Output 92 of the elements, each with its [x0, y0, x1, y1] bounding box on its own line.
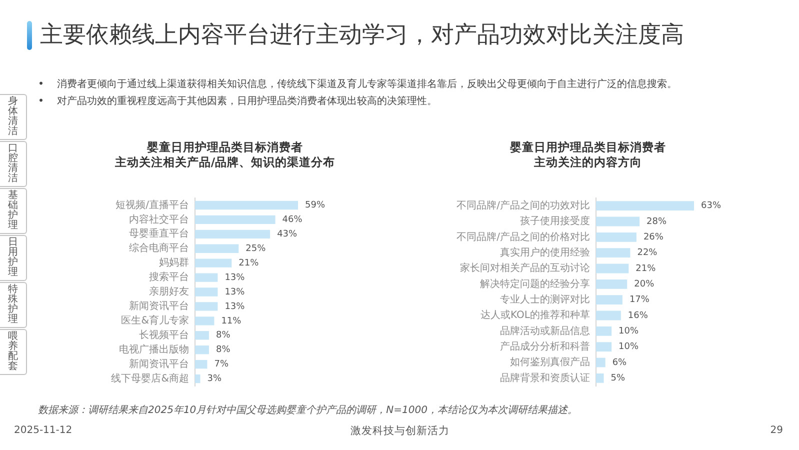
bar — [596, 279, 628, 289]
bar — [195, 288, 218, 296]
text: 激发科技与创新活力 — [350, 424, 450, 438]
bar — [596, 310, 621, 320]
y-tick-label: 真实用户的使用经验 — [500, 246, 590, 258]
y-tick-label: 妈妈群 — [159, 256, 189, 269]
bar — [195, 331, 209, 340]
data-label: 7% — [214, 360, 229, 370]
data-label: 16% — [628, 310, 648, 321]
data-label: 21% — [636, 264, 656, 274]
data-label: 5% — [610, 374, 626, 384]
y-tick-label: 新闻资讯平台 — [129, 300, 189, 312]
text: 基础护理 — [8, 190, 18, 231]
bar — [596, 216, 640, 226]
source-note: 数据来源：调研结果来自2025年10月针对中国父母选购婴童个护产品的调研，N=1000，本结论仅为本次调研结果描述。 — [38, 404, 578, 417]
text: 特殊护理 — [8, 284, 18, 325]
y-tick-label: 不同品牌/产品之间的功效对比 — [456, 199, 590, 212]
data-label: 59% — [305, 200, 326, 211]
data-label: 8% — [216, 345, 231, 356]
y-tick-label: 品牌背景和资质认证 — [500, 372, 590, 384]
bar — [596, 201, 694, 211]
text: 口腔清洁 — [8, 143, 18, 184]
data-label: 28% — [646, 216, 668, 227]
bar — [596, 358, 606, 368]
data-label: 46% — [282, 215, 303, 226]
data-label: 11% — [221, 316, 242, 326]
data-label: 25% — [246, 244, 266, 254]
data-label: 13% — [224, 287, 246, 298]
y-tick-label: 不同品牌/产品之间的价格对比 — [456, 230, 590, 243]
text: 2025-11-12 — [14, 425, 72, 436]
chart-title: 婴童日用护理品类目标消费者 — [146, 140, 304, 155]
y-tick-label: 长视频平台 — [139, 328, 189, 341]
data-label: 8% — [216, 330, 231, 341]
y-tick-label: 搜索平台 — [149, 271, 189, 284]
y-tick-label: 品牌活动或新品信息 — [500, 324, 590, 337]
data-label: 13% — [224, 302, 246, 312]
data-label: 13% — [224, 272, 246, 283]
y-tick-label: 如何鉴别真假产品 — [510, 356, 590, 368]
text: • 消费者更倾向于通过线上渠道获得相关知识信息，传统线下渠道及育儿专家等渠道排名靠后，反映出父母更倾向于自主进行广泛的信息搜索。 — [38, 78, 677, 92]
y-tick-label: 电视广播出版物 — [119, 343, 189, 356]
text: 身体清洁 — [8, 96, 18, 137]
data-label: 6% — [612, 358, 628, 368]
bar — [195, 200, 298, 210]
y-tick-label: 线下母婴店&商超 — [111, 372, 189, 384]
bar — [195, 360, 208, 369]
y-tick-label: 解决特定问题的经验分享 — [480, 278, 590, 290]
bar — [195, 273, 218, 282]
y-tick-label: 内容社交平台 — [129, 213, 189, 226]
bar — [195, 346, 209, 354]
text: • 对产品功效的重视程度远高于其他因素，日用护理品类消费者体现出较高的决策理性。 — [38, 95, 437, 109]
text: 主要依赖线上内容平台进行主动学习，对产品功效对比关注度高 — [40, 21, 684, 50]
bar — [195, 316, 214, 326]
data-label: 3% — [207, 374, 222, 384]
data-label: 20% — [634, 280, 655, 290]
y-tick-label: 医生&育儿专家 — [121, 314, 189, 327]
bar — [195, 244, 239, 253]
bar — [195, 302, 218, 311]
data-label: 26% — [643, 232, 664, 243]
text: 29 — [770, 425, 783, 436]
bar — [195, 215, 276, 224]
data-label: 21% — [238, 258, 260, 268]
y-tick-label: 短视频/直播平台 — [116, 198, 189, 211]
bar — [596, 295, 622, 305]
bar — [195, 230, 270, 238]
bar — [596, 264, 629, 274]
bar — [195, 374, 200, 384]
data-label: 10% — [618, 326, 640, 337]
y-tick-label: 产品成分分析和科普 — [500, 340, 590, 352]
chart-subtitle: 主动关注相关产品/品牌、知识的渠道分布 — [114, 155, 336, 170]
data-label: 17% — [629, 295, 650, 306]
y-tick-label: 专业人士的测评对比 — [500, 293, 590, 306]
bar — [596, 248, 630, 258]
y-tick-label: 新闻资讯平台 — [129, 358, 189, 370]
chart-title: 婴童日用护理品类目标消费者 — [509, 140, 667, 155]
chart-subtitle: 主动关注的内容方向 — [533, 155, 643, 170]
text: 喂养配套 — [8, 331, 18, 372]
y-tick-label: 达人或KOL的推荐和种草 — [480, 309, 590, 322]
bar — [596, 373, 604, 383]
y-tick-label: 家长间对相关产品的互动讨论 — [460, 262, 590, 274]
text: 日用护理 — [8, 237, 18, 278]
y-tick-label: 综合电商平台 — [129, 242, 189, 254]
bar — [596, 326, 612, 336]
y-tick-label: 亲朋好友 — [149, 286, 189, 298]
data-label: 10% — [618, 342, 640, 352]
bar — [596, 232, 636, 242]
data-label: 22% — [637, 248, 658, 258]
bar — [596, 342, 612, 352]
data-label: 43% — [277, 230, 298, 240]
y-tick-label: 孩子使用接受度 — [520, 215, 590, 228]
bar — [195, 258, 232, 268]
y-tick-label: 母婴垂直平台 — [129, 228, 189, 240]
data-label: 63% — [701, 201, 722, 212]
